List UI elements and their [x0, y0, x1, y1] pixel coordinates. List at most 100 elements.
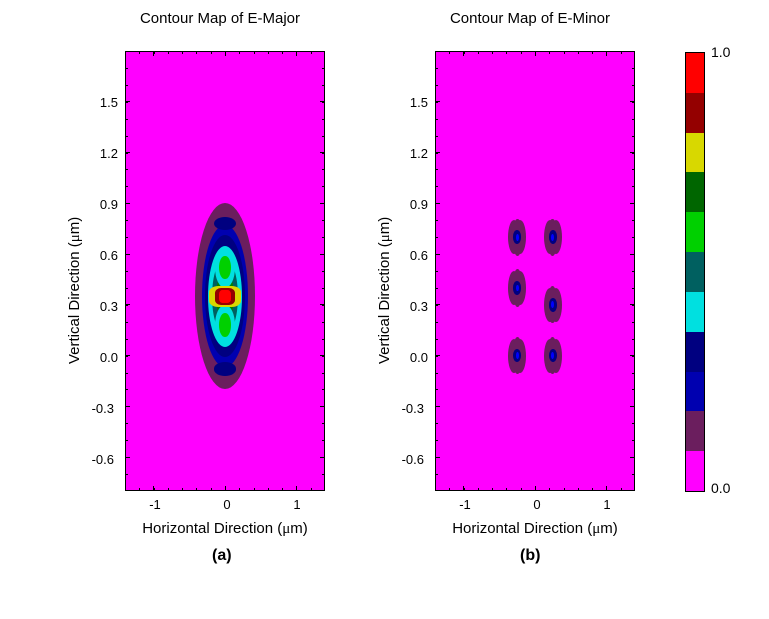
- minor-tick: [492, 51, 493, 54]
- ytick: 0.9: [388, 197, 428, 212]
- minor-tick: [535, 488, 536, 491]
- figure-container: Contour Map of E-Major Vertical Directio…: [30, 10, 750, 535]
- minor-tick: [632, 136, 635, 137]
- ytick: -0.6: [74, 452, 114, 467]
- minor-tick: [632, 203, 635, 204]
- xtick: 0: [522, 497, 552, 512]
- minor-tick: [549, 51, 550, 54]
- ytick: 0.9: [78, 197, 118, 212]
- minor-tick: [125, 457, 128, 458]
- minor-tick: [125, 373, 128, 374]
- contour-region: [516, 234, 519, 241]
- minor-tick: [311, 51, 312, 54]
- minor-tick: [621, 51, 622, 54]
- panel-b-plot-wrapper: Vertical Direction (μm) 1.5 1.2 0.9 0.6 …: [350, 35, 660, 535]
- minor-tick: [632, 153, 635, 154]
- minor-tick: [125, 305, 128, 306]
- minor-tick: [435, 373, 438, 374]
- minor-tick: [268, 51, 269, 54]
- minor-tick: [322, 119, 325, 120]
- minor-tick: [435, 68, 438, 69]
- panel-b-title: Contour Map of E-Minor: [400, 10, 660, 27]
- minor-tick: [435, 186, 438, 187]
- minor-tick: [435, 288, 438, 289]
- minor-tick: [296, 51, 297, 54]
- minor-tick: [139, 488, 140, 491]
- contour-region: [516, 352, 519, 359]
- minor-tick: [125, 271, 128, 272]
- minor-tick: [632, 389, 635, 390]
- minor-tick: [125, 406, 128, 407]
- panel-a-xlabel: Horizontal Direction (μm): [125, 520, 325, 538]
- colorbar-segment: [686, 252, 704, 292]
- minor-tick: [435, 220, 438, 221]
- minor-tick: [125, 136, 128, 137]
- minor-tick: [254, 51, 255, 54]
- minor-tick: [632, 186, 635, 187]
- minor-tick: [606, 488, 607, 491]
- minor-tick: [322, 254, 325, 255]
- contour-region: [219, 313, 230, 337]
- minor-tick: [211, 488, 212, 491]
- minor-tick: [125, 203, 128, 204]
- minor-tick: [435, 488, 436, 491]
- minor-tick: [506, 488, 507, 491]
- minor-tick: [125, 186, 128, 187]
- minor-tick: [125, 322, 128, 323]
- minor-tick: [435, 51, 436, 54]
- xtick: -1: [140, 497, 170, 512]
- minor-tick: [254, 488, 255, 491]
- minor-tick: [125, 51, 126, 54]
- minor-tick: [322, 406, 325, 407]
- minor-tick: [435, 153, 438, 154]
- minor-tick: [435, 237, 438, 238]
- minor-tick: [322, 356, 325, 357]
- minor-tick: [435, 85, 438, 86]
- minor-tick: [125, 423, 128, 424]
- colorbar-min: 0.0: [711, 480, 730, 496]
- panel-a-ylabel: Vertical Direction (μm): [66, 164, 84, 364]
- minor-tick: [125, 339, 128, 340]
- minor-tick: [196, 51, 197, 54]
- colorbar-segment: [686, 133, 704, 173]
- panel-b-plot: [435, 51, 635, 491]
- xtick: 0: [212, 497, 242, 512]
- ytick: -0.3: [384, 401, 424, 416]
- minor-tick: [449, 51, 450, 54]
- minor-tick: [632, 474, 635, 475]
- minor-tick: [322, 339, 325, 340]
- xtick: -1: [450, 497, 480, 512]
- minor-tick: [435, 339, 438, 340]
- minor-tick: [154, 488, 155, 491]
- minor-tick: [449, 488, 450, 491]
- minor-tick: [435, 322, 438, 323]
- minor-tick: [632, 423, 635, 424]
- minor-tick: [322, 457, 325, 458]
- minor-tick: [632, 457, 635, 458]
- minor-tick: [435, 389, 438, 390]
- minor-tick: [322, 288, 325, 289]
- minor-tick: [521, 488, 522, 491]
- minor-tick: [239, 51, 240, 54]
- colorbar-segment: [686, 411, 704, 451]
- minor-tick: [632, 305, 635, 306]
- minor-tick: [632, 220, 635, 221]
- minor-tick: [435, 474, 438, 475]
- ytick: -0.6: [384, 452, 424, 467]
- ytick: -0.3: [74, 401, 114, 416]
- minor-tick: [606, 51, 607, 54]
- minor-tick: [435, 305, 438, 306]
- panel-b-ylabel: Vertical Direction (μm): [376, 164, 394, 364]
- minor-tick: [435, 119, 438, 120]
- minor-tick: [506, 51, 507, 54]
- colorbar: 1.0 0.0: [685, 52, 705, 492]
- colorbar-segment: [686, 212, 704, 252]
- minor-tick: [322, 136, 325, 137]
- minor-tick: [632, 288, 635, 289]
- minor-tick: [578, 51, 579, 54]
- minor-tick: [578, 488, 579, 491]
- minor-tick: [139, 51, 140, 54]
- minor-tick: [632, 102, 635, 103]
- minor-tick: [632, 373, 635, 374]
- minor-tick: [225, 51, 226, 54]
